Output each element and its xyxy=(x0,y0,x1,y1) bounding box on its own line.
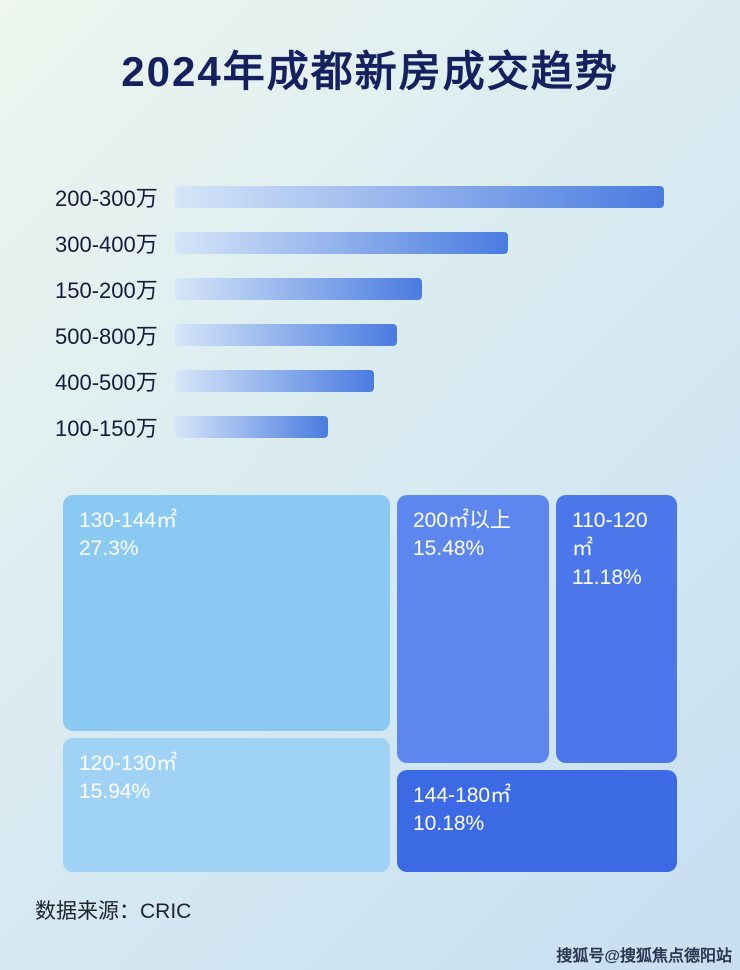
bar-label: 100-150万 xyxy=(55,416,158,441)
treemap-block-value: 11.18% xyxy=(572,565,642,589)
treemap-block-value: 15.48% xyxy=(413,537,485,561)
bar xyxy=(175,278,422,300)
treemap-block-144-180: 144-180㎡ 10.18% xyxy=(397,770,677,872)
bar-row: 400-500万 xyxy=(55,370,695,395)
bar-track xyxy=(175,370,695,392)
data-source: 数据来源：CRIC xyxy=(35,900,192,923)
treemap-block-label: 110-120㎡ xyxy=(572,509,648,561)
bar-track xyxy=(175,324,695,346)
bar-label: 300-400万 xyxy=(55,232,158,257)
treemap-block-120-130: 120-130㎡ 15.94% xyxy=(63,738,390,872)
bar-label: 200-300万 xyxy=(55,186,158,211)
treemap-block-label: 120-130㎡ xyxy=(79,752,178,775)
bar-row: 150-200万 xyxy=(55,278,695,303)
bar-label: 400-500万 xyxy=(55,370,158,395)
treemap-block-value: 27.3% xyxy=(79,537,139,561)
bar xyxy=(175,232,508,254)
treemap-block-130-144: 130-144㎡ 27.3% xyxy=(63,495,390,731)
bar xyxy=(175,370,374,392)
bar-row: 500-800万 xyxy=(55,324,695,349)
treemap-block-200plus: 200㎡以上 15.48% xyxy=(397,495,549,763)
bar-label: 150-200万 xyxy=(55,278,158,303)
bar xyxy=(175,186,664,208)
bar xyxy=(175,416,329,438)
bar-track xyxy=(175,416,695,438)
bar-track xyxy=(175,186,695,208)
bar-row: 300-400万 xyxy=(55,232,695,257)
bar-row: 100-150万 xyxy=(55,416,695,441)
watermark: 搜狐号@搜狐焦点德阳站 xyxy=(556,948,732,965)
treemap-block-value: 15.94% xyxy=(79,780,151,804)
bar-label: 500-800万 xyxy=(55,324,158,349)
price-band-bar-chart: 200-300万 300-400万 150-200万 500-800万 400-500万… xyxy=(55,186,695,462)
treemap-block-label: 200㎡以上 xyxy=(413,509,512,532)
treemap-block-label: 130-144㎡ xyxy=(79,509,178,532)
treemap-block-value: 10.18% xyxy=(413,812,485,836)
page-title: 2024年成都新房成交趋势 xyxy=(121,48,619,95)
bar-track xyxy=(175,278,695,300)
bar-row: 200-300万 xyxy=(55,186,695,211)
treemap-block-110-120: 110-120㎡ 11.18% xyxy=(556,495,677,763)
area-size-treemap: 130-144㎡ 27.3% 200㎡以上 15.48% 110-120㎡ 11… xyxy=(63,495,677,872)
bar-track xyxy=(175,232,695,254)
bar xyxy=(175,324,397,346)
treemap-block-label: 144-180㎡ xyxy=(413,784,512,807)
